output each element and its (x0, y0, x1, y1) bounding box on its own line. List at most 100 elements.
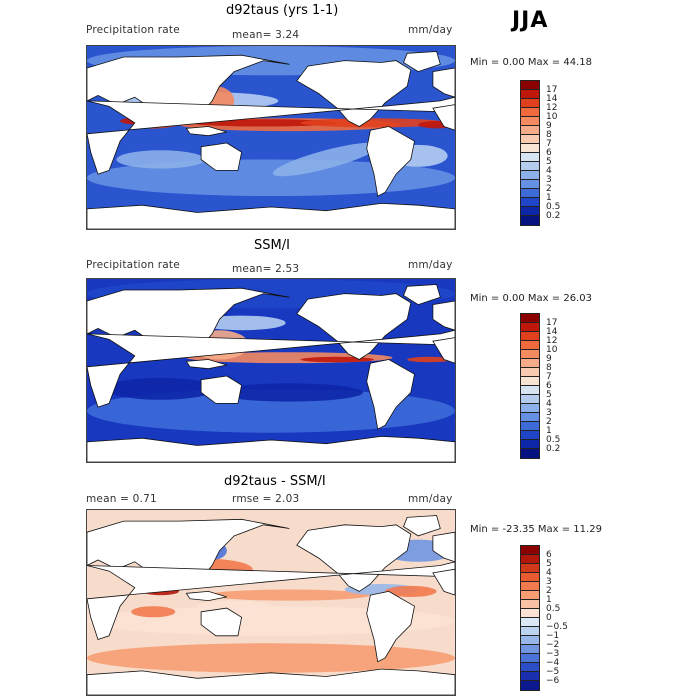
land-australia (200, 375, 243, 404)
panel1-units: mm/day (408, 24, 453, 36)
colorbar-swatch (521, 413, 539, 422)
panel1-colorbar (520, 80, 540, 226)
colorbar-level-label: 12 (546, 103, 558, 113)
colorbar-swatch (521, 108, 539, 117)
colorbar-level-label: 0 (546, 613, 552, 623)
land-africa (87, 329, 455, 408)
colorbar-level-label: 0.5 (546, 604, 561, 614)
colorbar-level-label: 9 (546, 121, 552, 131)
colorbar-level-label: 17 (546, 318, 558, 328)
panel1-minmax: Min = 0.00 Max = 44.18 (470, 57, 592, 68)
colorbar-swatch (521, 135, 539, 144)
land-indonesia (185, 126, 227, 137)
land-antarctica (87, 202, 455, 229)
colorbar-swatch (521, 189, 539, 198)
land-africa-west (432, 104, 455, 131)
colorbar-swatch (521, 368, 539, 377)
colorbar-swatch (521, 546, 539, 555)
panel3-rmse: rmse = 2.03 (232, 493, 300, 505)
land-antarctica (87, 435, 455, 462)
colorbar-swatch (521, 627, 539, 636)
colorbar-swatch (521, 207, 539, 216)
panel1-title: d92taus (yrs 1-1) (226, 3, 339, 18)
precip-field (87, 159, 455, 197)
colorbar-swatch (521, 555, 539, 564)
colorbar-level-label: 0.2 (546, 444, 561, 454)
colorbar-swatch (521, 386, 539, 395)
colorbar-level-label: 10 (546, 345, 558, 355)
panel1-map-svg (87, 46, 455, 229)
land-north-america (296, 524, 412, 592)
colorbar-level-label: 14 (546, 94, 558, 104)
land-europe (432, 300, 455, 331)
land-south-america (366, 359, 415, 430)
colorbar-level-label: 7 (546, 139, 552, 149)
colorbar-swatch (521, 582, 539, 591)
colorbar-swatch (521, 350, 539, 359)
precip-field (116, 150, 205, 169)
precip-field (131, 606, 176, 618)
panel3-map-svg (87, 510, 455, 695)
precip-field (385, 585, 437, 597)
panel2-minmax: Min = 0.00 Max = 26.03 (470, 293, 592, 304)
panel3-units: mm/day (408, 493, 453, 505)
colorbar-level-label: 10 (546, 112, 558, 122)
panel1-mean: mean= 3.24 (232, 29, 300, 41)
panel3-mean: mean = 0.71 (86, 493, 157, 505)
colorbar-swatch (521, 404, 539, 413)
colorbar-swatch (521, 618, 539, 627)
colorbar-level-label: 0.5 (546, 435, 561, 445)
land-south-america (366, 126, 415, 197)
precip-field (208, 589, 371, 601)
land-antarctica (87, 668, 455, 695)
colorbar-swatch (521, 431, 539, 440)
colorbar-swatch (521, 609, 539, 618)
land-greenland (403, 284, 441, 306)
colorbar-level-label: 1 (546, 426, 552, 436)
panel3-minmax: Min = -23.35 Max = 11.29 (470, 524, 602, 535)
colorbar-level-label: 3 (546, 577, 552, 587)
panel2-title: SSM/I (254, 238, 290, 253)
colorbar-swatch (521, 591, 539, 600)
colorbar-level-label: −0.5 (546, 622, 568, 632)
colorbar-level-label: −2 (546, 640, 560, 650)
colorbar-level-label: 5 (546, 559, 552, 569)
colorbar-level-label: 14 (546, 327, 558, 337)
colorbar-level-label: 0.5 (546, 202, 561, 212)
colorbar-level-label: 1 (546, 595, 552, 605)
colorbar-level-label: 8 (546, 130, 552, 140)
colorbar-swatch (521, 198, 539, 207)
colorbar-swatch (521, 377, 539, 386)
colorbar-level-label: −3 (546, 649, 560, 659)
colorbar-level-label: 6 (546, 550, 552, 560)
colorbar-swatch (521, 645, 539, 654)
colorbar-level-label: 4 (546, 568, 552, 578)
land-europe (432, 67, 455, 98)
colorbar-swatch (521, 341, 539, 350)
precip-field (300, 356, 375, 363)
colorbar-swatch (521, 171, 539, 180)
precip-field (105, 377, 216, 400)
land-north-america (296, 293, 412, 360)
colorbar-level-label: 6 (546, 148, 552, 158)
panel2-colorbar (520, 313, 540, 459)
colorbar-swatch (521, 600, 539, 609)
panel1-left-label: Precipitation rate (86, 24, 180, 36)
colorbar-swatch (521, 636, 539, 645)
panel2-map (86, 278, 456, 463)
colorbar-level-label: 8 (546, 363, 552, 373)
colorbar-level-label: 7 (546, 372, 552, 382)
colorbar-level-label: 5 (546, 390, 552, 400)
colorbar-swatch (521, 654, 539, 663)
colorbar-level-label: 1 (546, 193, 552, 203)
colorbar-level-label: 2 (546, 184, 552, 194)
colorbar-swatch (521, 359, 539, 368)
land-africa-west (432, 568, 455, 596)
panel3-title: d92taus - SSM/I (224, 474, 326, 489)
panel1-map (86, 45, 456, 230)
colorbar-level-label: 5 (546, 157, 552, 167)
land-africa (87, 561, 455, 641)
land-africa (87, 96, 455, 175)
land-africa-west (432, 337, 455, 364)
colorbar-swatch (521, 395, 539, 404)
